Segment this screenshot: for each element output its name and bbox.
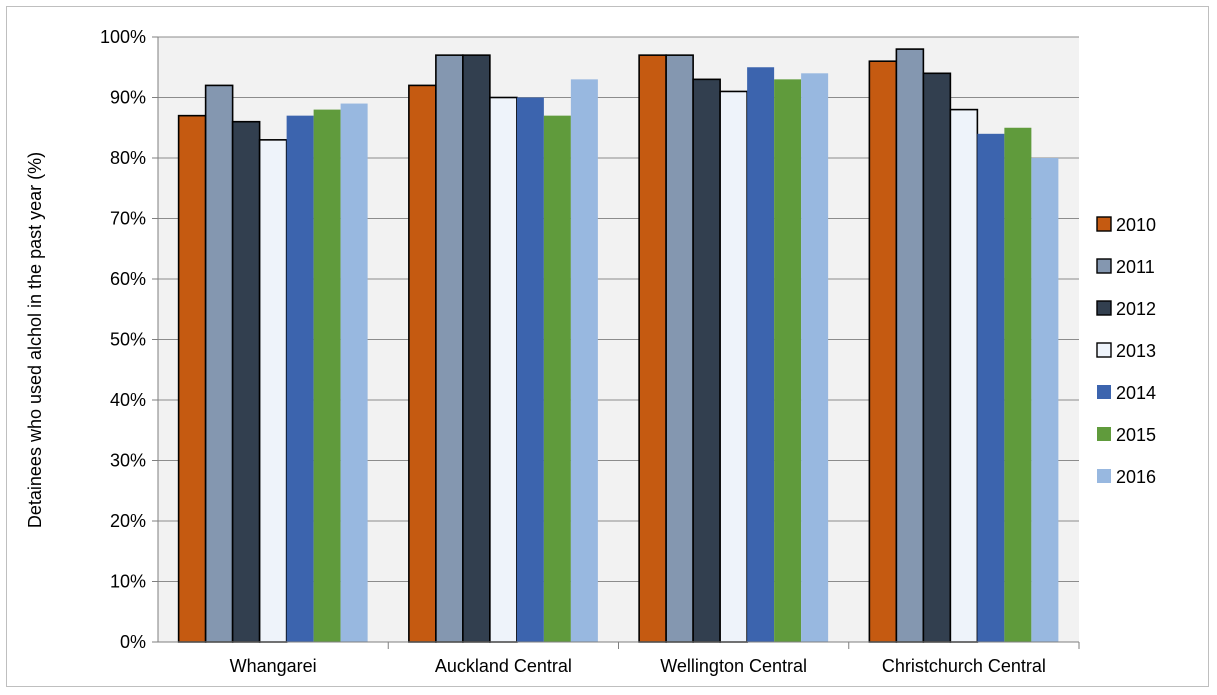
bar-2015-whangarei	[313, 109, 341, 643]
bar-2013-wellington-central	[719, 90, 748, 643]
bar-2013-whangarei	[258, 139, 288, 643]
y-tick-label: 90%	[110, 88, 146, 108]
bar-2010-whangarei	[177, 114, 207, 643]
y-tick-label: 20%	[110, 511, 146, 531]
legend-swatch	[1096, 300, 1112, 316]
y-tick-label: 50%	[110, 330, 146, 350]
legend-label: 2015	[1116, 425, 1156, 445]
bar-2014-wellington-central	[747, 67, 775, 642]
y-tick-label: 0%	[120, 632, 146, 652]
bar-2014-auckland-central	[516, 97, 544, 642]
y-tick-label: 70%	[110, 209, 146, 229]
legend-item-2012: 2012	[1096, 299, 1156, 319]
legend-swatch	[1096, 258, 1112, 274]
y-tick-label: 80%	[110, 148, 146, 168]
y-axis-title: Detainees who used alchol in the past ye…	[25, 152, 45, 528]
x-category-labels: Whangarei Auckland Central Wellington Cent…	[230, 656, 1046, 676]
bar-2015-christchurch-central	[1004, 127, 1032, 642]
bar-2012-christchurch-central	[922, 72, 952, 643]
y-tick-label: 60%	[110, 269, 146, 289]
bar-2011-christchurch-central	[895, 48, 925, 643]
legend: 2010 2011 2012 2013 2014 2015 2016	[1096, 215, 1156, 487]
bar-2014-whangarei	[286, 115, 314, 642]
legend-item-2011: 2011	[1096, 257, 1155, 277]
bar-2016-wellington-central	[801, 73, 829, 643]
legend-swatch	[1097, 469, 1111, 483]
bar-2012-wellington-central	[692, 78, 721, 643]
bar-2011-wellington-central	[665, 54, 694, 643]
legend-item-2015: 2015	[1097, 425, 1156, 445]
bar-2011-whangarei	[204, 84, 234, 643]
y-tick-label: 40%	[110, 390, 146, 410]
legend-swatch	[1096, 216, 1112, 232]
bar-2012-whangarei	[231, 120, 261, 643]
legend-item-2014: 2014	[1097, 383, 1156, 403]
bar-2010-auckland-central	[408, 84, 437, 643]
legend-swatch	[1096, 342, 1112, 358]
bar-2012-auckland-central	[462, 54, 491, 643]
bar-2010-christchurch-central	[868, 60, 898, 643]
legend-item-2016: 2016	[1097, 467, 1156, 487]
bar-2013-christchurch-central	[949, 108, 979, 643]
legend-label: 2013	[1116, 341, 1156, 361]
bar-2015-auckland-central	[543, 115, 571, 642]
legend-label: 2014	[1116, 383, 1156, 403]
bar-2016-christchurch-central	[1031, 158, 1059, 642]
bar-2016-auckland-central	[570, 79, 598, 643]
bar-2011-auckland-central	[435, 54, 464, 643]
bars-group	[177, 48, 1059, 643]
legend-label: 2010	[1116, 215, 1156, 235]
legend-swatch	[1097, 427, 1111, 441]
x-category-label: Wellington Central	[660, 656, 807, 676]
y-tick-label: 100%	[100, 27, 146, 47]
x-category-label: Auckland Central	[435, 656, 572, 676]
legend-label: 2012	[1116, 299, 1156, 319]
bar-2010-wellington-central	[638, 54, 667, 643]
y-tick-label: 10%	[110, 572, 146, 592]
y-tick-label: 30%	[110, 451, 146, 471]
legend-item-2013: 2013	[1096, 341, 1156, 361]
bar-2016-whangarei	[340, 103, 368, 643]
legend-swatch	[1097, 385, 1111, 399]
bar-2013-auckland-central	[489, 96, 518, 643]
bar-2015-wellington-central	[774, 79, 802, 643]
legend-item-2010: 2010	[1096, 215, 1156, 235]
axes-group	[157, 37, 1080, 649]
legend-label: 2016	[1116, 467, 1156, 487]
x-category-label: Christchurch Central	[882, 656, 1046, 676]
legend-label: 2011	[1116, 257, 1155, 277]
y-tick-labels: 0% 10% 20% 30% 40% 50% 60% 70% 80% 90% 100%	[100, 27, 146, 652]
bar-2014-christchurch-central	[977, 133, 1005, 643]
x-category-label: Whangarei	[230, 656, 317, 676]
